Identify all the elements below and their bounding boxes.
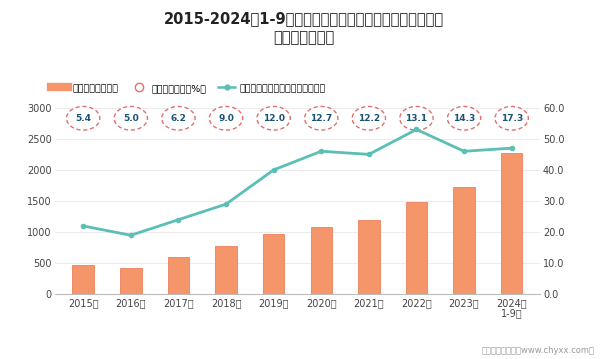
Ellipse shape — [495, 107, 528, 130]
Legend: 亥损企业数（个）, 亥损企业占比（%）, 亥损企业亥损总额累计值（亿元）: 亥损企业数（个）, 亥损企业占比（%）, 亥损企业亥损总额累计值（亿元） — [47, 80, 330, 97]
Text: 17.3: 17.3 — [501, 114, 523, 123]
Bar — [72, 265, 94, 294]
Text: 6.2: 6.2 — [171, 114, 186, 123]
Bar — [120, 267, 141, 294]
Text: 14.3: 14.3 — [453, 114, 475, 123]
Text: 5.4: 5.4 — [75, 114, 91, 123]
Ellipse shape — [305, 107, 338, 130]
Bar — [501, 153, 523, 294]
Bar — [168, 257, 189, 294]
Bar — [405, 202, 427, 294]
Ellipse shape — [161, 107, 195, 130]
Ellipse shape — [114, 107, 148, 130]
Text: 9.0: 9.0 — [218, 114, 234, 123]
Text: 12.2: 12.2 — [358, 114, 380, 123]
Ellipse shape — [400, 107, 433, 130]
Text: 5.0: 5.0 — [123, 114, 138, 123]
Ellipse shape — [257, 107, 290, 130]
Bar — [453, 187, 475, 294]
Ellipse shape — [209, 107, 243, 130]
Ellipse shape — [447, 107, 481, 130]
Ellipse shape — [352, 107, 385, 130]
Bar — [263, 234, 284, 294]
Text: 13.1: 13.1 — [405, 114, 427, 123]
Text: 12.7: 12.7 — [310, 114, 333, 123]
Ellipse shape — [67, 107, 100, 130]
Text: 12.0: 12.0 — [263, 114, 285, 123]
Text: 制图：智研咋讯（www.chyxx.com）: 制图：智研咋讯（www.chyxx.com） — [482, 346, 595, 355]
Bar — [215, 246, 237, 294]
Bar — [358, 220, 379, 294]
Bar — [311, 227, 332, 294]
Text: 2015-2024年1-9月木材加工和木、竹、藤、棕、草制品业
亥损企业统计图: 2015-2024年1-9月木材加工和木、竹、藤、棕、草制品业 亥损企业统计图 — [163, 11, 444, 46]
